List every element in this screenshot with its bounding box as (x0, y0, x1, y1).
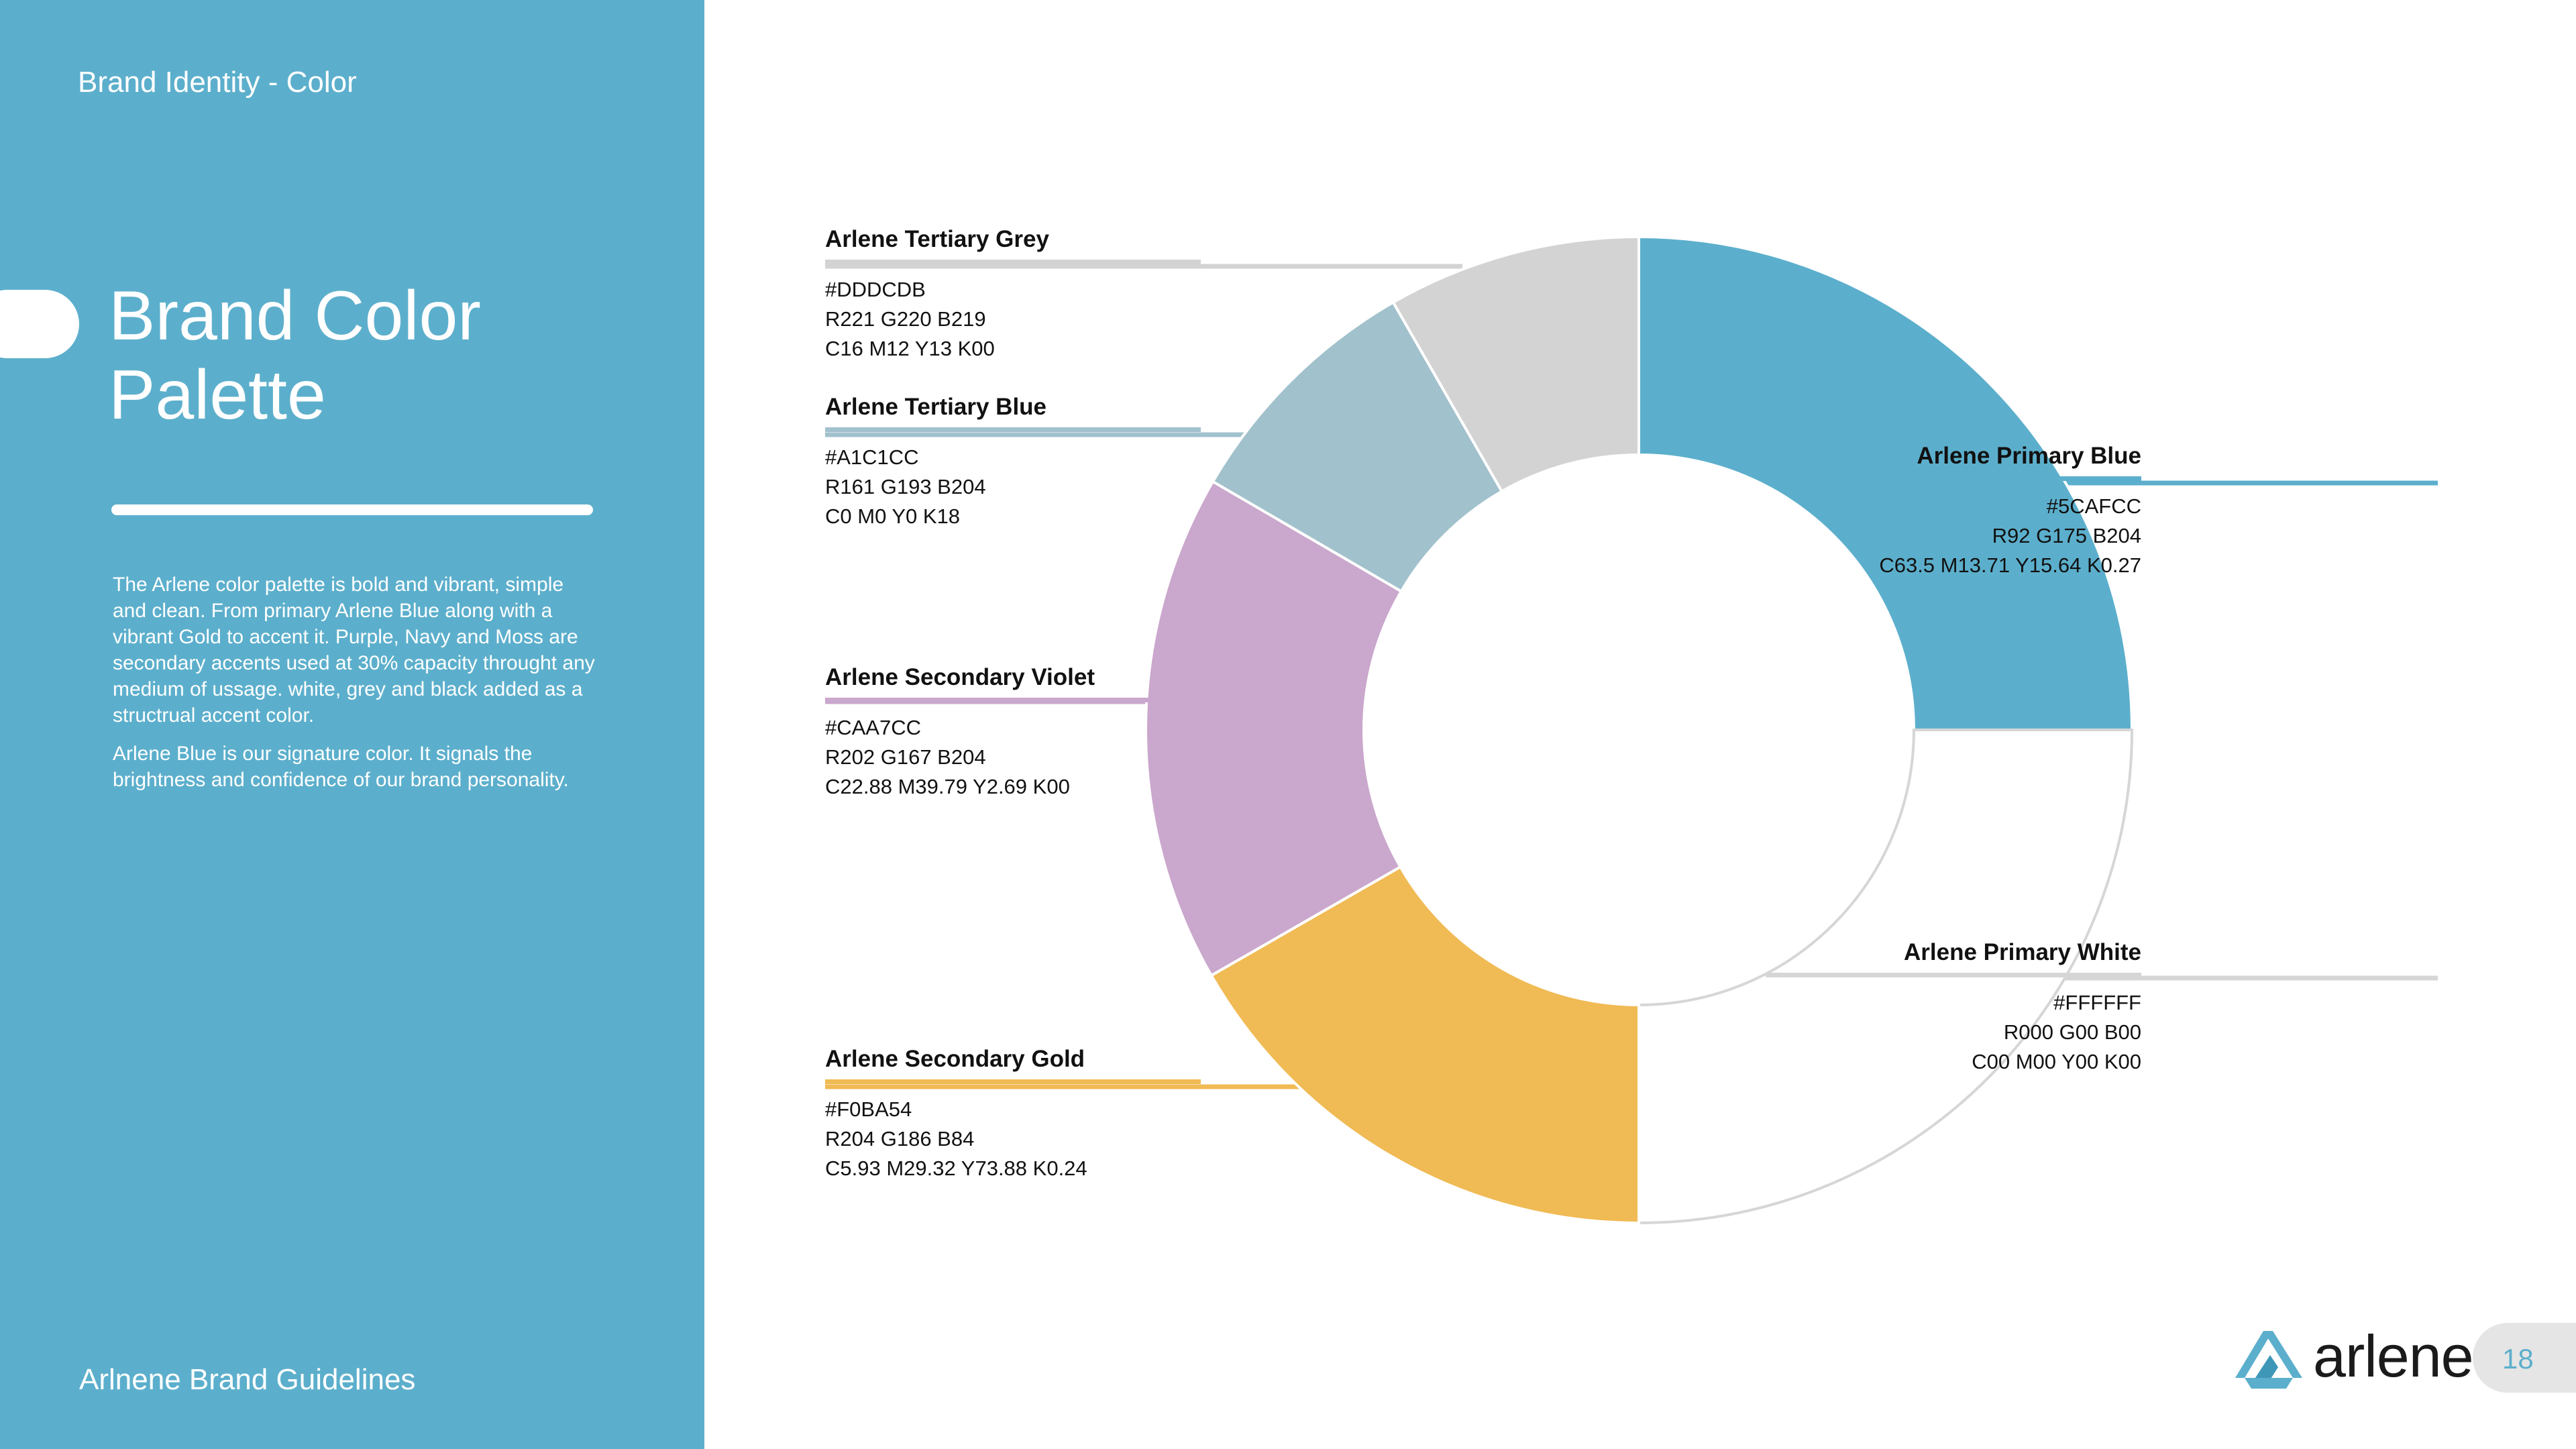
donut-slice-secondary-violet (1144, 480, 1403, 977)
swatch-rule (825, 698, 1201, 702)
swatch-cmyk: C0 M0 Y0 K18 (825, 504, 961, 528)
donut-slice-primary-blue (1638, 235, 2134, 731)
page-title-line-2: Palette (109, 356, 326, 434)
title-divider (111, 504, 593, 515)
swatch-cmyk: C00 M00 Y00 K00 (1972, 1050, 2141, 1073)
swatch-name: Arlene Tertiary Grey (825, 226, 1049, 252)
swatch-rule (825, 260, 1201, 264)
page-number-badge: 18 (2473, 1323, 2576, 1393)
swatch-cmyk: C63.5 M13.71 Y15.64 K0.27 (1879, 553, 2141, 577)
swatch-secondary-violet: Arlene Secondary Violet #CAA7CC R202 G16… (825, 663, 1201, 802)
color-donut (825, 235, 2438, 1225)
swatch-hex: #5CAFCC (2046, 494, 2141, 518)
logo-wordmark: arlene (2313, 1323, 2474, 1389)
donut-slice-secondary-gold (1209, 865, 1640, 1225)
donut-slice-tertiary-grey (1391, 235, 1640, 494)
swatch-rule (1766, 973, 2141, 977)
swatch-hex: #F0BA54 (825, 1097, 912, 1121)
swatch-rgb: R204 G186 B84 (825, 1127, 975, 1150)
swatch-primary-white: Arlene Primary White #FFFFFF R000 G00 B0… (1766, 938, 2141, 1077)
swatch-name: Arlene Secondary Gold (825, 1046, 1085, 1072)
page-title-line-1: Brand Color (109, 277, 481, 355)
title-marker (0, 290, 79, 358)
swatch-cmyk: C5.93 M29.32 Y73.88 K0.24 (825, 1157, 1087, 1180)
swatch-name: Arlene Tertiary Blue (825, 394, 1047, 420)
intro-text: The Arlene color palette is bold and vib… (113, 572, 596, 805)
swatch-hex: #FFFFFF (2053, 991, 2141, 1014)
swatch-rule (1766, 476, 2141, 481)
footer-label: Arlnene Brand Guidelines (79, 1363, 416, 1396)
swatch-rgb: R202 G167 B204 (825, 745, 986, 769)
swatch-primary-blue: Arlene Primary Blue #5CAFCC R92 G175 B20… (1766, 441, 2141, 580)
swatch-hex: #A1C1CC (825, 445, 919, 469)
sidebar-panel: Brand Identity - Color Brand Color Palet… (0, 0, 704, 1449)
swatch-cmyk: C16 M12 Y13 K00 (825, 337, 995, 360)
swatch-hex: #DDDCDB (825, 278, 926, 301)
swatch-rgb: R161 G193 B204 (825, 475, 986, 498)
swatch-name: Arlene Secondary Violet (825, 664, 1095, 690)
intro-paragraph-1: The Arlene color palette is bold and vib… (113, 574, 595, 727)
arlene-logo-icon (2235, 1331, 2302, 1389)
swatch-rule (825, 427, 1201, 432)
swatch-tertiary-grey: Arlene Tertiary Grey #DDDCDB R221 G220 B… (825, 225, 1201, 364)
arlene-logo: arlene (2233, 1323, 2474, 1397)
page-title: Brand Color Palette (109, 276, 481, 435)
intro-paragraph-2: Arlene Blue is our signature color. It s… (113, 743, 569, 791)
swatch-name: Arlene Primary Blue (1917, 443, 2141, 469)
swatch-rgb: R92 G175 B204 (1992, 524, 2141, 547)
swatch-secondary-gold: Arlene Secondary Gold #F0BA54 R204 G186 … (825, 1044, 1201, 1183)
swatch-rgb: R000 G00 B00 (2003, 1020, 2141, 1044)
swatch-name: Arlene Primary White (1904, 939, 2141, 965)
swatch-rgb: R221 G220 B219 (825, 307, 986, 331)
swatch-cmyk: C22.88 M39.79 Y2.69 K00 (825, 775, 1070, 798)
swatch-hex: #CAA7CC (825, 716, 921, 739)
section-label: Brand Identity - Color (78, 66, 357, 99)
color-palette-chart: Arlene Tertiary Grey #DDDCDB R221 G220 B… (704, 0, 2576, 1449)
swatch-rule (825, 1079, 1201, 1084)
page-number: 18 (2502, 1343, 2534, 1375)
swatch-tertiary-blue: Arlene Tertiary Blue #A1C1CC R161 G193 B… (825, 392, 1201, 531)
